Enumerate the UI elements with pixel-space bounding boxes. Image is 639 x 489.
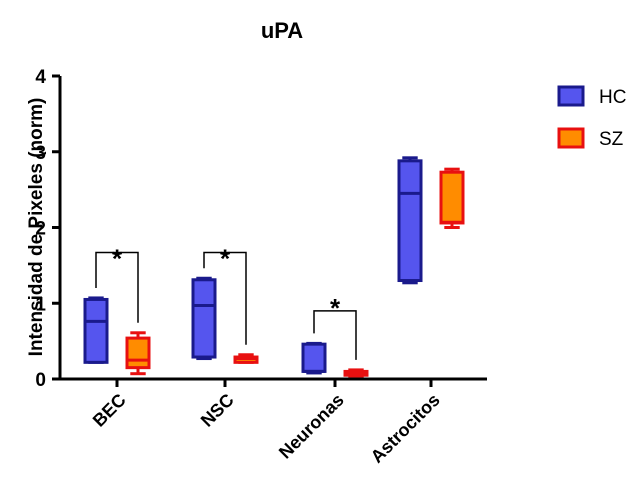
significance-bracket (203, 251, 247, 345)
y-tick-label: 2 (35, 219, 46, 240)
box-hc-astrocitos (397, 156, 423, 285)
legend-swatch-hc (557, 85, 585, 107)
legend-swatch-sz (557, 127, 585, 149)
x-tick-label: Neuronas (275, 390, 348, 463)
box-body (191, 278, 217, 359)
box-hc-bec (83, 296, 109, 364)
x-tick-label: Astrocitos (367, 390, 444, 467)
box-sz-nsc (233, 353, 259, 364)
y-axis-label: Intensidad de Pixeles (norm) (26, 98, 47, 357)
box-hc-neuronas (301, 341, 327, 375)
significance-bracket (95, 251, 139, 323)
significance-star: * (330, 293, 341, 323)
legend-label-hc: HC (599, 87, 626, 108)
legend: HC SZ (557, 85, 626, 150)
box-body (125, 336, 151, 370)
significance-star: * (112, 244, 123, 274)
box-hc-nsc (191, 276, 217, 361)
y-tick-label: 0 (35, 370, 46, 391)
significance-star: * (220, 244, 231, 274)
box-sz-bec (125, 331, 151, 376)
y-tick-label: 1 (35, 294, 46, 315)
y-tick-label: 4 (35, 67, 46, 88)
box-sz-astrocitos (439, 167, 465, 229)
chart-title: uPA (261, 18, 303, 43)
x-tick-label: BEC (89, 390, 130, 431)
box-body (83, 297, 109, 364)
significance-bracket (313, 310, 357, 360)
legend-label-sz: SZ (599, 129, 624, 150)
x-tick-label: NSC (197, 390, 238, 431)
box-body (301, 342, 327, 373)
y-tick-label: 3 (35, 143, 46, 164)
box-sz-neuronas (343, 368, 369, 378)
plot-area: 0 1 2 3 4 BEC NSC Neuronas Astrocitos * * * (35, 67, 487, 467)
box-body (397, 159, 423, 283)
box-body (439, 170, 465, 225)
